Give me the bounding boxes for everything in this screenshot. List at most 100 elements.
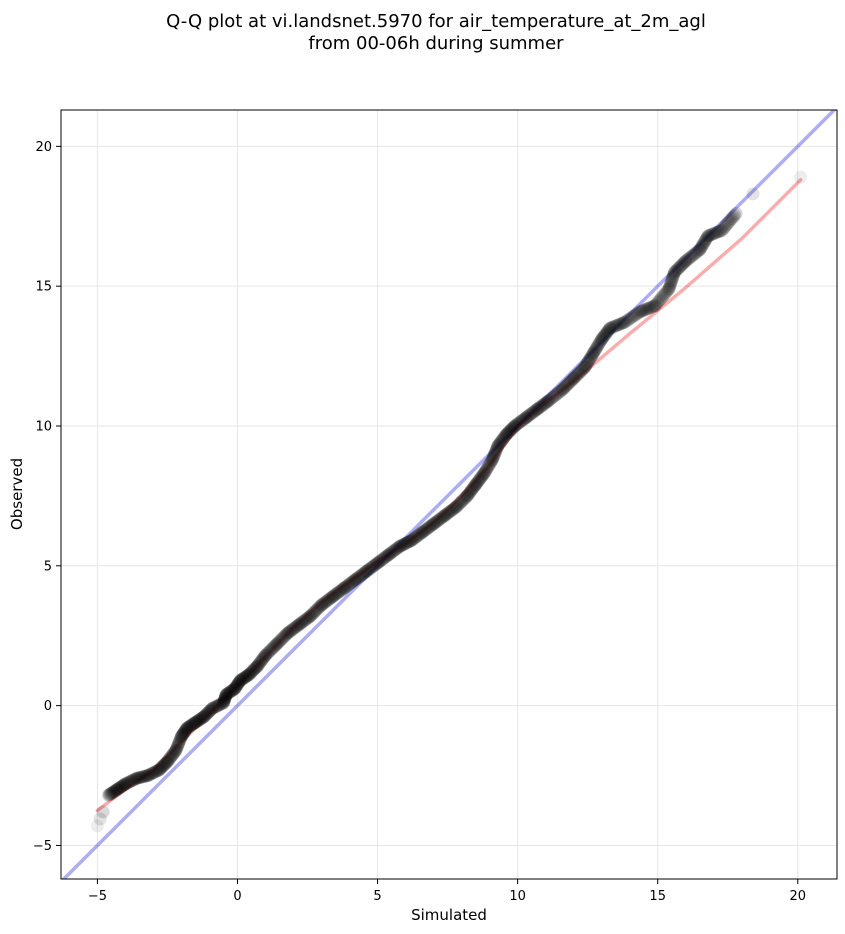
quantile-point (698, 234, 712, 248)
quantile-point (521, 409, 535, 423)
quantile-point (474, 470, 488, 484)
quantile-point (477, 467, 491, 481)
quantile-point (570, 368, 584, 382)
quantile-point (419, 523, 433, 537)
quantile-point (399, 536, 413, 550)
quantile-point (298, 613, 312, 627)
quantile-point (490, 441, 504, 455)
quantile-point (516, 413, 530, 427)
quantile-point (624, 311, 638, 325)
quantile-point (480, 462, 494, 476)
quantile-point (505, 422, 519, 436)
quantile-point (597, 329, 611, 343)
quantile-point (178, 724, 192, 738)
quantile-point (187, 717, 201, 731)
quantile-point (513, 415, 527, 429)
quantile-point (408, 531, 422, 545)
quantile-point (311, 601, 325, 615)
quantile-point (164, 750, 178, 764)
quantile-point (586, 346, 600, 360)
quantile-point (193, 713, 207, 727)
quantile-point (591, 338, 605, 352)
quantile-point (356, 567, 370, 581)
y-tick-label: 10 (35, 419, 52, 434)
quantile-point (362, 563, 376, 577)
quantile-point (495, 433, 509, 447)
quantile-point (332, 585, 346, 599)
quantile-point (260, 647, 274, 661)
quantile-point (202, 705, 216, 719)
quantile-point (607, 319, 621, 333)
quantile-point (247, 663, 261, 677)
quantile-point (235, 672, 249, 686)
plot-frame (60, 109, 838, 880)
quantile-point (222, 686, 236, 700)
quantile-point (547, 389, 561, 403)
quantile-point (232, 675, 246, 689)
quantile-point (497, 431, 511, 445)
quantile-point (659, 285, 673, 299)
quantile-point (388, 543, 402, 557)
quantile-point (434, 511, 448, 525)
quantile-point (682, 252, 696, 266)
x-tick-label: 5 (373, 889, 381, 904)
quantile-point (105, 786, 119, 800)
quantile-point (526, 406, 540, 420)
quantile-point (675, 257, 689, 271)
quantile-point (432, 513, 446, 527)
quantile-point (553, 385, 567, 399)
quantile-point (679, 254, 693, 268)
quantile-point (658, 287, 672, 301)
quantile-point (180, 722, 194, 736)
quantile-point (293, 617, 307, 631)
quantile-point (531, 401, 545, 415)
quantile-point (359, 564, 373, 578)
quantile-point (218, 692, 232, 706)
quantile-point (694, 240, 708, 254)
quantile-point (326, 590, 340, 604)
quantile-point (163, 751, 177, 765)
quantile-point (689, 246, 703, 260)
quantile-point (511, 416, 525, 430)
quantile-point (183, 719, 197, 733)
quantile-point (284, 623, 298, 637)
quantile-point (280, 627, 294, 641)
quantile-point (719, 218, 733, 232)
quantile-point (353, 569, 367, 583)
quantile-point (106, 785, 120, 799)
quantile-point (329, 587, 343, 601)
quantile-point (588, 343, 602, 357)
quantile-point (475, 469, 489, 483)
quantile-point (558, 380, 572, 394)
quantile-point (143, 767, 157, 781)
quantile-point (178, 724, 192, 738)
quantile-point (469, 477, 483, 491)
quantile-point (155, 760, 169, 774)
quantile-point (281, 626, 295, 640)
quantile-point (203, 704, 217, 718)
quantile-point (794, 170, 808, 184)
quantile-point (295, 615, 309, 629)
quantile-point (265, 642, 279, 656)
quantile-point (590, 339, 604, 353)
quantile-point (174, 729, 188, 743)
quantile-point (209, 700, 223, 714)
quantile-point (601, 323, 615, 337)
quantile-point (237, 671, 251, 685)
quantile-point (693, 243, 707, 257)
quantile-point (468, 479, 482, 493)
quantile-point (274, 633, 288, 647)
quantile-point (239, 670, 253, 684)
quantile-point (476, 468, 490, 482)
quantile-point (469, 478, 483, 492)
quantile-point (303, 609, 317, 623)
quantile-point (330, 586, 344, 600)
quantile-point (183, 719, 197, 733)
quantile-point (506, 421, 520, 435)
quantile-point (276, 630, 290, 644)
quantile-point (620, 313, 634, 327)
quantile-point (436, 510, 450, 524)
quantile-point (414, 526, 428, 540)
quantile-point (392, 540, 406, 554)
quantile-point (230, 678, 244, 692)
